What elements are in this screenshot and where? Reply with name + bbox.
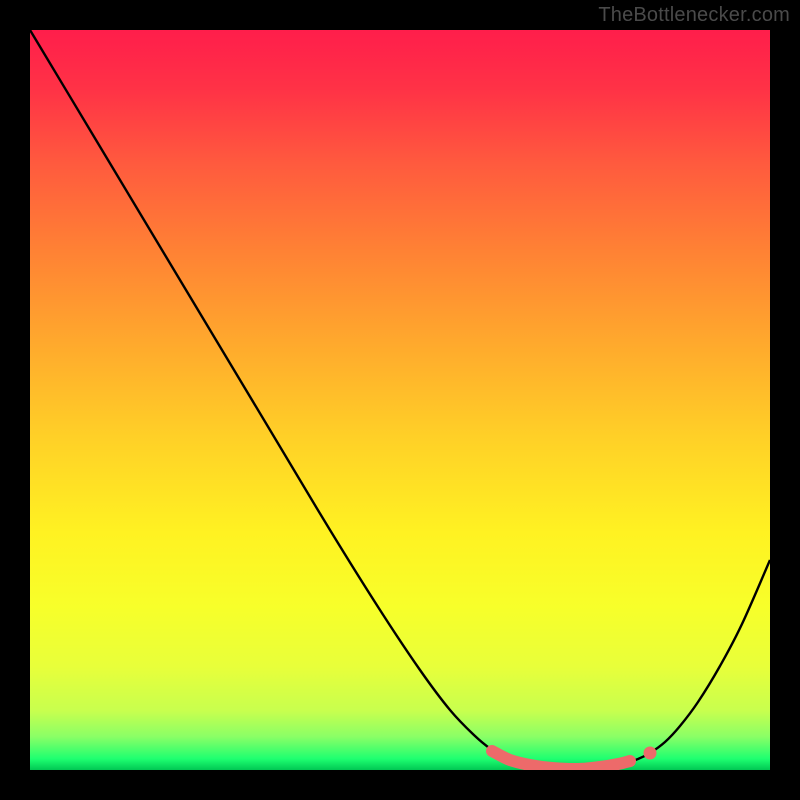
- chart-area: [30, 30, 770, 770]
- current-point-marker: [644, 747, 657, 760]
- optimal-range-highlight: [492, 751, 630, 769]
- bottleneck-curve: [30, 30, 770, 769]
- chart-svg: [30, 30, 770, 770]
- watermark-text: TheBottlenecker.com: [598, 4, 790, 27]
